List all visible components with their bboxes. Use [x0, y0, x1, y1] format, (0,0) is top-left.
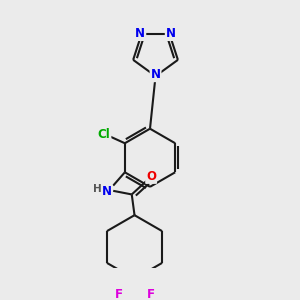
- Text: N: N: [102, 185, 112, 198]
- Text: F: F: [147, 288, 154, 300]
- Text: Cl: Cl: [98, 128, 110, 141]
- Text: N: N: [166, 27, 176, 40]
- Text: N: N: [151, 68, 160, 81]
- Text: H: H: [93, 184, 102, 194]
- Text: O: O: [146, 170, 156, 183]
- Text: N: N: [135, 27, 145, 40]
- Text: F: F: [115, 288, 122, 300]
